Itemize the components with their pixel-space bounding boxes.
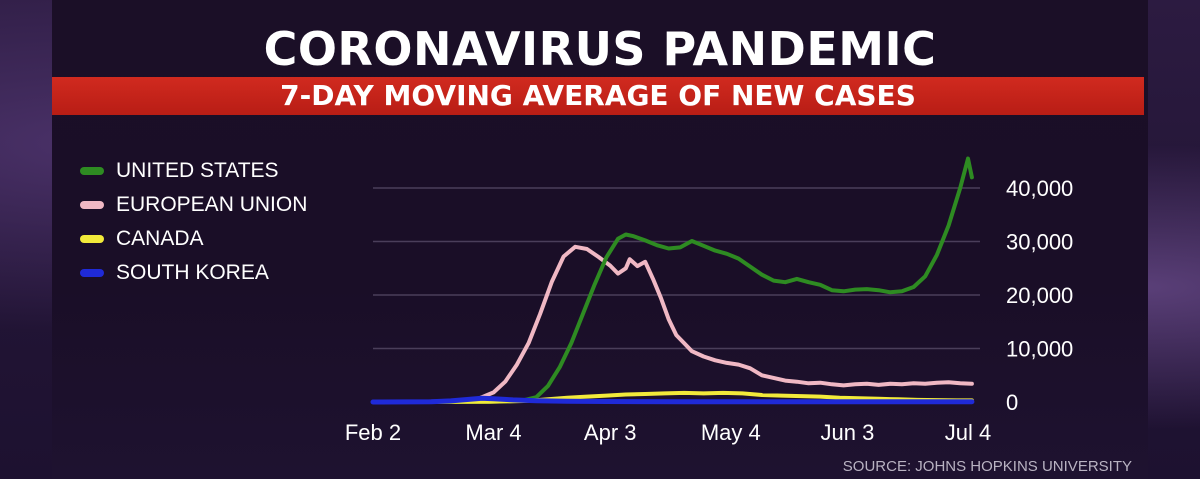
subtitle: 7-DAY MOVING AVERAGE OF NEW CASES: [280, 79, 916, 112]
series-line-south-korea: [370, 395, 975, 405]
series-line-canada: [371, 390, 974, 404]
main-title: CORONAVIRUS PANDEMIC: [263, 22, 937, 76]
y-tick-label: 20,000: [1006, 283, 1073, 308]
x-tick-label: Feb 2: [345, 420, 401, 445]
legend-swatch-canada: [80, 235, 104, 243]
x-tick-label: Apr 3: [584, 420, 637, 445]
y-tick-label: 0: [1006, 390, 1018, 415]
gridlines: [373, 187, 980, 350]
y-tick-label: 40,000: [1006, 176, 1073, 201]
x-tick-label: Jun 3: [821, 420, 875, 445]
x-axis-ticks: Feb 2 Mar 4 Apr 3 May 4 Jun 3 Jul 4: [345, 420, 991, 445]
series-lines: [370, 156, 975, 405]
y-tick-label: 10,000: [1006, 337, 1073, 362]
subtitle-bar: [52, 77, 1144, 115]
y-axis-ticks: 0 10,000 20,000 30,000 40,000: [1006, 176, 1073, 415]
x-tick-label: May 4: [701, 420, 761, 445]
x-tick-label: Jul 4: [945, 420, 991, 445]
legend-item-european-union: EUROPEAN UNION: [80, 190, 307, 220]
legend-label-european-union: EUROPEAN UNION: [116, 193, 308, 216]
legend-item-south-korea: SOUTH KOREA: [80, 258, 269, 288]
legend-label-united-states: UNITED STATES: [116, 159, 279, 182]
source-credit: SOURCE: JOHNS HOPKINS UNIVERSITY: [842, 458, 1132, 475]
series-line-european-union: [371, 244, 974, 404]
legend-swatch-south-korea: [80, 269, 104, 277]
legend-label-south-korea: SOUTH KOREA: [116, 261, 269, 284]
y-tick-label: 30,000: [1006, 230, 1073, 255]
series-line-united-states: [371, 156, 974, 404]
x-tick-label: Mar 4: [465, 420, 521, 445]
legend-swatch-european-union: [80, 201, 104, 209]
legend-label-canada: CANADA: [116, 227, 204, 250]
legend-item-united-states: UNITED STATES: [80, 156, 279, 186]
legend-item-canada: CANADA: [80, 224, 204, 254]
legend-swatch-united-states: [80, 167, 104, 175]
